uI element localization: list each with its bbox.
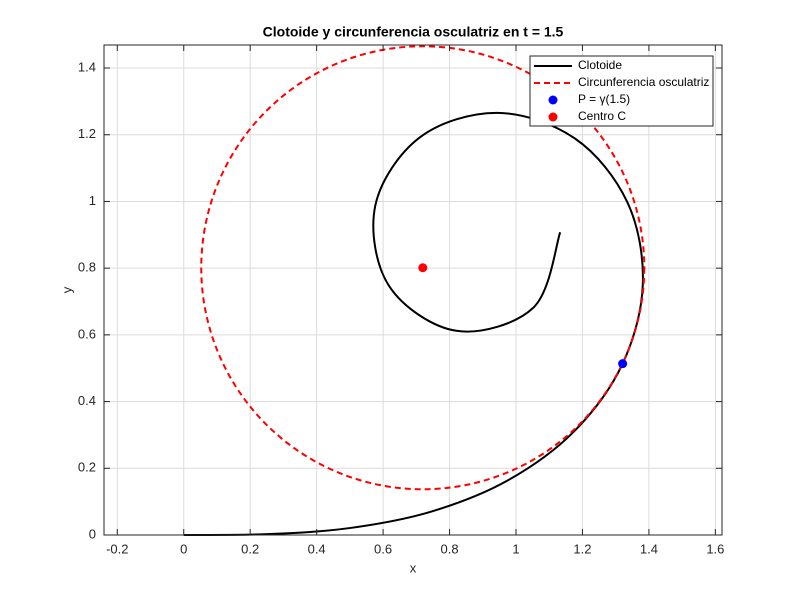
x-tick-label: 1.4 xyxy=(640,541,658,556)
x-tick-label: 0.2 xyxy=(241,541,259,556)
ticks: -0.2 0 0.2 0.4 0.6 0.8 1 1.2 1.4 1.6 0 0.2 0.4 0.6 0.8… xyxy=(78,45,724,556)
y-axis-label: y xyxy=(59,286,74,293)
legend-label: Circunferencia osculatriz xyxy=(578,75,709,89)
x-tick-label: 1.6 xyxy=(706,541,724,556)
y-tick-label: 0.2 xyxy=(78,460,96,475)
y-tick-label: 0 xyxy=(89,526,96,541)
legend-marker xyxy=(548,95,558,105)
legend-label: Centro C xyxy=(578,109,626,123)
clothoid-line xyxy=(183,111,644,536)
y-tick-label: 1 xyxy=(89,193,96,208)
osculating-circle xyxy=(200,45,646,491)
y-tick-label: 1.2 xyxy=(78,126,96,141)
y-tick-label: 0.6 xyxy=(78,326,96,341)
y-tick-label: 1.4 xyxy=(78,59,96,74)
x-tick-label: 0.4 xyxy=(308,541,326,556)
legend-marker xyxy=(548,112,558,122)
x-tick-label: 1.2 xyxy=(573,541,591,556)
data-layer xyxy=(183,45,646,536)
y-tick-label: 0.8 xyxy=(78,260,96,275)
legend: Clotoide Circunferencia osculatriz P = γ(1… xyxy=(529,55,714,127)
x-tick-label: -0.2 xyxy=(106,541,128,556)
x-tick-label: 0.6 xyxy=(374,541,392,556)
x-tick-label: 1 xyxy=(512,541,519,556)
legend-label: Clotoide xyxy=(578,58,622,72)
chart-title: Clotoide y circunferencia osculatriz en … xyxy=(263,24,564,40)
legend-label: P = γ(1.5) xyxy=(578,92,630,106)
legend-box xyxy=(529,55,714,127)
plot-area xyxy=(104,45,722,535)
x-tick-label: 0 xyxy=(180,541,187,556)
x-tick-label: 0.8 xyxy=(441,541,459,556)
axes-box xyxy=(103,44,723,536)
point-marker xyxy=(418,263,428,273)
point-marker xyxy=(618,359,628,369)
y-tick-label: 0.4 xyxy=(78,393,96,408)
x-axis-label: x xyxy=(410,560,417,575)
